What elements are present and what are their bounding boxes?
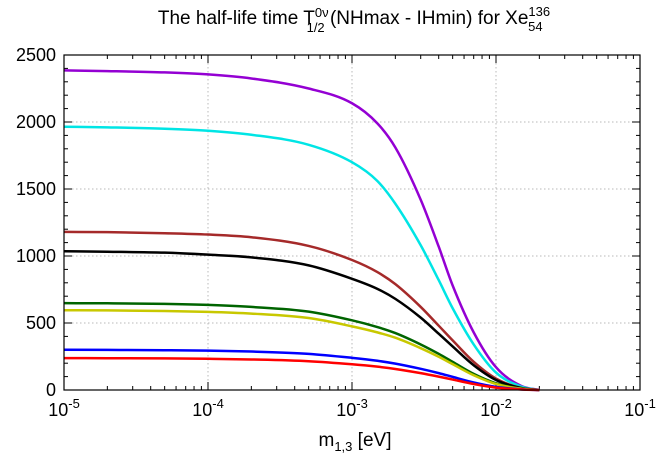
title-middle: (NHmax - IHmin) for Xe: [325, 8, 529, 29]
x-tick-label: 10-4: [192, 396, 224, 420]
series-line-3: [63, 230, 540, 392]
title-t-superscript: 0ν: [315, 5, 329, 20]
x-tick-exponent: -3: [356, 396, 368, 411]
x-axis-label-sub: 1,3: [334, 439, 352, 454]
title-main: The half-life time T: [158, 8, 315, 29]
y-tick-label: 1000: [16, 246, 56, 266]
x-tick-exponent: -4: [212, 396, 224, 411]
x-tick-base: 10: [624, 400, 644, 420]
x-tick-label: 10-3: [336, 396, 368, 420]
x-tick-base: 10: [192, 400, 212, 420]
x-axis-label-main: m: [319, 430, 335, 451]
x-axis-label-unit: [eV]: [352, 430, 391, 451]
y-tick-label: 1500: [16, 179, 56, 199]
x-tick-base: 10: [48, 400, 68, 420]
x-tick-label: 10-5: [48, 396, 80, 420]
x-tick-exponent: -2: [500, 396, 512, 411]
y-tick-label: 0: [46, 380, 56, 400]
y-tick-labels: 0 500 1000 1500 2000 2500: [16, 45, 56, 400]
chart-title: The half-life time T0ν 1/2 (NHmax - IHmin…: [158, 4, 550, 35]
x-tick-label: 10-2: [480, 396, 512, 420]
y-tick-label: 2500: [16, 45, 56, 65]
plot-frame: [63, 54, 641, 391]
x-tick-label: 10-1: [624, 396, 656, 420]
series-line-2: [63, 125, 540, 392]
series-line-8: [63, 356, 540, 392]
series-line-1: [63, 69, 540, 392]
x-axis-label: m1,3 [eV]: [319, 430, 392, 454]
grid: [64, 55, 640, 390]
x-tick-base: 10: [480, 400, 500, 420]
x-tick-base: 10: [336, 400, 356, 420]
title-xe-superscript: 136: [528, 4, 550, 19]
x-tick-exponent: -1: [644, 396, 656, 411]
series-line-6: [63, 309, 540, 392]
x-tick-labels: 10-5 10-4 10-3 10-2 10-1: [48, 396, 656, 420]
series-lines: [63, 69, 540, 392]
ticks: [63, 54, 641, 391]
title-xe-subscript: 54: [528, 19, 542, 34]
x-tick-exponent: -5: [68, 396, 80, 411]
series-line-4: [63, 250, 540, 392]
y-tick-label: 2000: [16, 112, 56, 132]
title-t-subscript: 1/2: [307, 20, 325, 35]
y-tick-label: 500: [26, 313, 56, 333]
